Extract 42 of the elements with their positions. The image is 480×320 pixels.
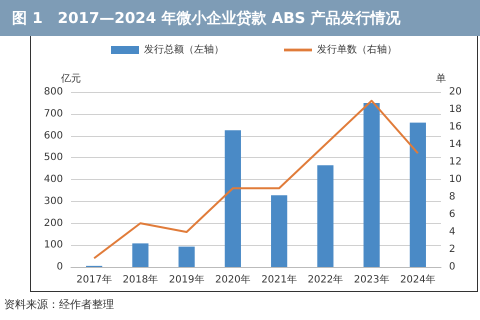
y-tick-label: 100 <box>44 240 63 251</box>
y-tick-label: 500 <box>44 152 63 164</box>
y-axis-title: 亿元 <box>60 74 81 84</box>
text: 资料来源：经作者整理 <box>4 297 114 312</box>
y-tick-label: 700 <box>44 108 63 120</box>
y2-axis-title: 单 <box>436 72 446 84</box>
legend-label: 发行单数（右轴） <box>317 44 397 56</box>
y2-tick-label: 2 <box>449 244 456 255</box>
y2-tick-label: 0 <box>449 262 456 272</box>
chart-title: 图 1 2017—2024 年微小企业贷款 ABS 产品发行情况 <box>0 0 480 36</box>
bar <box>317 165 334 267</box>
line-series <box>93 100 419 260</box>
bar <box>224 130 241 267</box>
x-tick-label: 2022年 <box>308 274 344 286</box>
y-tick-label: 300 <box>44 196 63 207</box>
x-tick-label: 2023年 <box>354 274 390 286</box>
x-tick-label: 2020年 <box>215 274 251 286</box>
bar <box>410 122 426 267</box>
y2-tick-label: 8 <box>449 192 456 202</box>
y2-tick-label: 16 <box>449 122 462 132</box>
y-tick-label: 200 <box>44 218 63 229</box>
y-tick-label: 0 <box>56 262 63 272</box>
bar <box>178 246 195 267</box>
x-tick-label: 2021年 <box>261 274 297 286</box>
x-tick-label: 2018年 <box>122 274 158 286</box>
bar <box>364 102 380 267</box>
y2-tick-label: 12 <box>449 156 462 168</box>
y-tick-label: 800 <box>44 86 63 98</box>
y2-tick-label: 20 <box>449 86 462 98</box>
legend-label: 发行总额（左轴） <box>144 44 224 56</box>
y-tick-label: 600 <box>44 130 63 142</box>
y-tick-label: 400 <box>44 174 63 185</box>
x-tick-label: 2019年 <box>168 274 204 286</box>
y2-tick-label: 10 <box>449 174 462 185</box>
y2-tick-label: 14 <box>449 139 462 150</box>
y2-tick-label: 4 <box>449 226 456 238</box>
y2-tick-label: 18 <box>449 104 462 115</box>
x-tick-label: 2024年 <box>400 274 436 286</box>
bar <box>271 195 288 267</box>
x-tick-label: 2017年 <box>76 274 112 286</box>
y2-tick-label: 6 <box>449 209 456 220</box>
bar <box>132 243 148 267</box>
